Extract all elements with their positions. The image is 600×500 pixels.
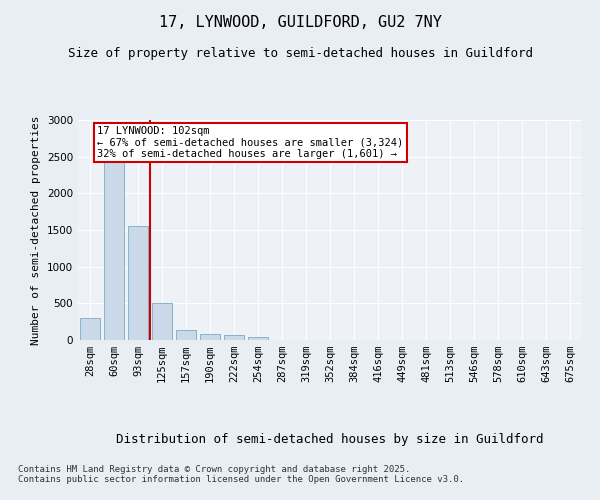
Bar (104, 160, 124, 340)
Text: Size of property relative to semi-detached houses in Guildford: Size of property relative to semi-detach… (67, 48, 533, 60)
Bar (176, 330, 196, 340)
Text: Contains HM Land Registry data © Crown copyright and database right 2025.
Contai: Contains HM Land Registry data © Crown c… (18, 465, 464, 484)
Text: Distribution of semi-detached houses by size in Guildford: Distribution of semi-detached houses by … (116, 432, 544, 446)
Bar (200, 334, 220, 340)
Y-axis label: Number of semi-detached properties: Number of semi-detached properties (31, 116, 41, 345)
Bar (224, 335, 244, 340)
Bar (80, 318, 100, 340)
Text: 17 LYNWOOD: 102sqm
← 67% of semi-detached houses are smaller (3,324)
32% of semi: 17 LYNWOOD: 102sqm ← 67% of semi-detache… (97, 126, 403, 159)
Text: 17, LYNWOOD, GUILDFORD, GU2 7NY: 17, LYNWOOD, GUILDFORD, GU2 7NY (158, 15, 442, 30)
Bar (152, 304, 172, 340)
Bar (128, 226, 148, 340)
Bar (248, 336, 268, 340)
